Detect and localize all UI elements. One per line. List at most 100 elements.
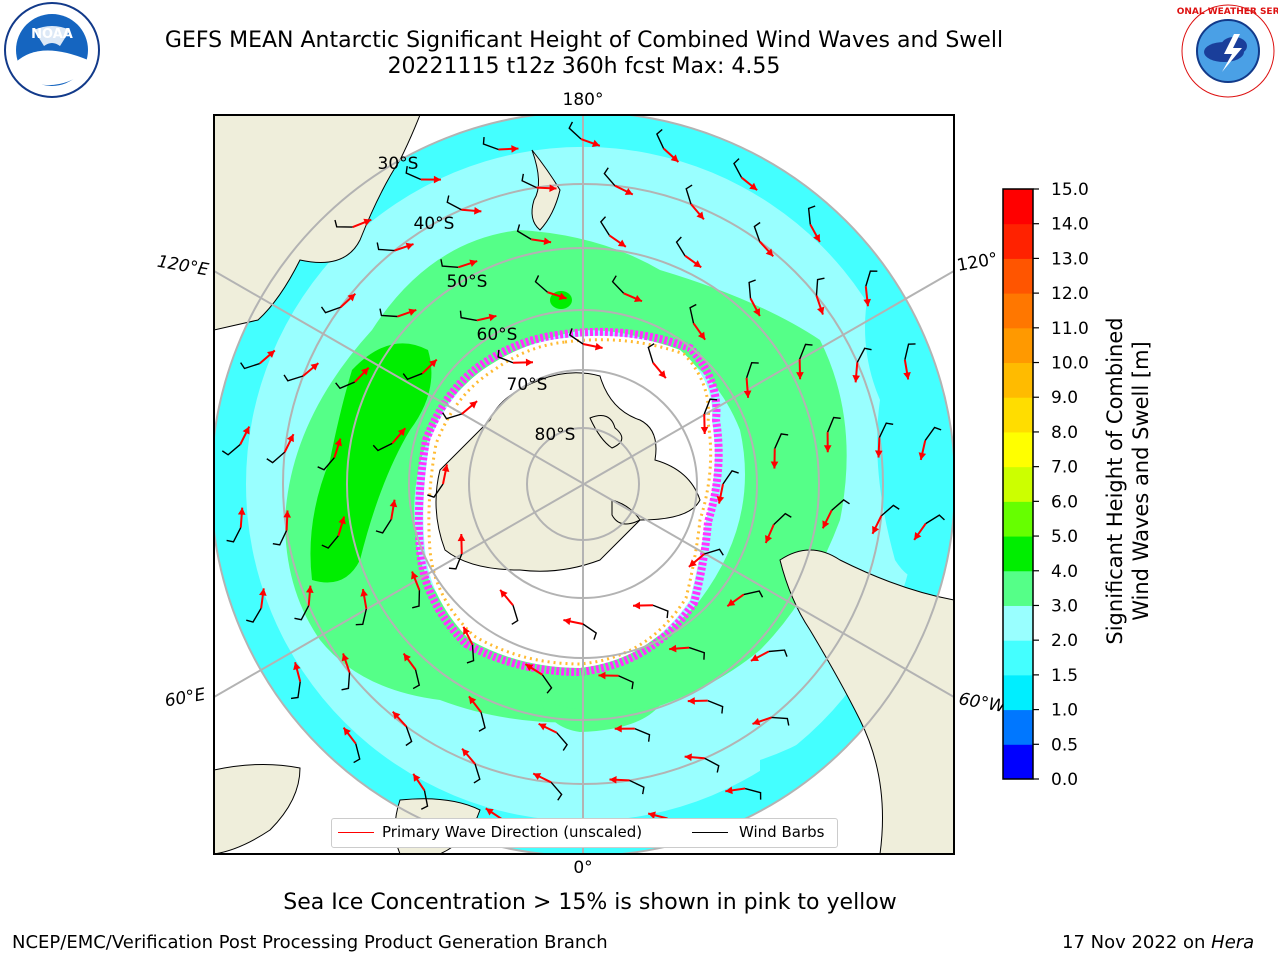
wind-barb	[733, 158, 743, 178]
lon-label-180: 180°	[563, 90, 604, 110]
wind-barb	[294, 605, 310, 621]
wind-barb	[335, 381, 356, 390]
wave-arrow-head	[533, 773, 542, 781]
wind-barb	[534, 275, 549, 293]
colorbar-label: Significant Height of Combined Wind Wave…	[1102, 281, 1154, 681]
wave-arrow-head	[633, 601, 641, 610]
wind-barbs	[221, 121, 945, 845]
wind-barb	[798, 343, 813, 360]
wind-barb	[629, 779, 645, 795]
wave-arrow-head	[433, 175, 441, 184]
colorbar-segment	[1003, 640, 1033, 676]
colorbar: 0.0 0.5 1.0 1.5 2.0 3.0 4.0 5.0 6.0 7.0 8.0 9.0 10.0…	[1002, 180, 1089, 790]
wind-barb	[599, 216, 611, 236]
wind-barb	[807, 205, 816, 225]
lon-label-60e: 60°E	[163, 685, 207, 712]
wave-arrow-head	[488, 313, 497, 322]
wind-barb	[748, 279, 756, 299]
wind-barb	[459, 310, 478, 322]
wind-barb	[656, 128, 665, 149]
wave-arrow-head	[343, 727, 351, 736]
noaa-logo-text: NOAA	[31, 27, 73, 42]
wave-direction-arrows	[237, 138, 927, 831]
colorbar-tick-label: 2.0	[1051, 631, 1078, 651]
wind-barb	[420, 790, 429, 810]
lon-label-120w: 120°	[955, 249, 999, 276]
colorbar-tick-label: 14.0	[1051, 215, 1089, 235]
wave-arrow-head	[469, 259, 478, 267]
colorbar-tick-label: 4.0	[1051, 562, 1078, 582]
wave-arrow-head	[823, 445, 832, 453]
wave-arrow-head	[429, 359, 437, 368]
colorbar-tick-label: 6.0	[1051, 492, 1078, 512]
wind-barb	[582, 623, 598, 640]
colorbar-segment	[1003, 258, 1033, 294]
wind-barb	[405, 166, 422, 181]
wind-barb	[405, 726, 413, 747]
colorbar-tick-label: 5.0	[1051, 527, 1078, 547]
wave-arrow-head	[334, 438, 342, 447]
colorbar-tick-label: 7.0	[1051, 458, 1078, 478]
wave-arrow-head	[670, 154, 679, 162]
wind-barb	[704, 757, 720, 773]
wind-barb	[568, 328, 584, 345]
wave-arrow-head	[237, 507, 246, 515]
wave-arrow-head	[392, 711, 401, 720]
wave-arrow-head	[411, 571, 419, 580]
colorbar-segment	[1003, 709, 1033, 745]
colorbar-segment	[1003, 501, 1033, 537]
wind-barb	[925, 514, 945, 525]
wind-barb	[440, 259, 459, 269]
colorbar-segment	[1003, 431, 1033, 468]
wave-arrow-head	[389, 499, 398, 508]
wave-arrow-head	[403, 653, 411, 662]
colorbar-segment	[1003, 466, 1033, 502]
colorbar-label-line1: Significant Height of Combined	[1103, 317, 1127, 645]
wave-arrow-head	[688, 559, 697, 567]
colorbar-tick-label: 11.0	[1051, 319, 1089, 339]
wind-barb	[689, 303, 697, 324]
lon-label-60w: 60°W	[957, 689, 1008, 717]
wind-barb	[774, 433, 789, 449]
wave-arrow-head	[286, 434, 294, 443]
wind-barb	[707, 699, 724, 714]
meridian-60e-120w	[214, 270, 954, 698]
wave-arrow-head	[697, 331, 706, 340]
wind-barb	[427, 483, 444, 499]
lat-label-30s: 30°S	[378, 154, 419, 174]
wave-arrow-head	[338, 516, 346, 525]
wind-barb	[865, 270, 878, 287]
wave-arrow-head	[413, 773, 421, 782]
colorbar-tick-label: 3.0	[1051, 596, 1078, 616]
wave-arrow-head	[469, 401, 478, 409]
wind-barb	[634, 727, 651, 742]
wave-arrow-head	[267, 350, 275, 358]
colorbar-label-line2: Wind Waves and Swell [m]	[1129, 341, 1153, 621]
wave-arrow-head	[918, 452, 927, 460]
colorbar-segment	[1003, 605, 1033, 641]
wind-barb	[611, 275, 625, 294]
wind-barb	[321, 535, 339, 549]
wave-arrow-head	[598, 671, 606, 680]
wind-barb	[240, 362, 260, 370]
colorbar-tick-label: 0.0	[1051, 770, 1078, 790]
wind-barb	[618, 675, 634, 690]
map-title: GEFS MEAN Antarctic Significant Height o…	[164, 28, 1004, 53]
wave-arrow-head	[743, 390, 752, 398]
wind-barb	[647, 343, 655, 363]
wave-arrow-head	[874, 450, 883, 458]
wind-barb	[482, 136, 499, 151]
wind-barb	[521, 173, 537, 189]
wind-barb	[442, 412, 462, 420]
wind-barb	[722, 469, 739, 485]
wave-arrow-head	[363, 218, 372, 226]
wind-barb	[568, 121, 582, 140]
wave-arrow-head	[397, 428, 406, 437]
lon-label-120e: 120°E	[156, 252, 211, 281]
wave-arrow-head	[468, 696, 477, 705]
wave-arrow-head	[813, 233, 820, 242]
wind-barb	[341, 672, 351, 691]
wave-arrow-head	[500, 589, 508, 598]
graticule-labels: 180° 120°E 120° 60°E 60°W 0° 30°S 40°S 5…	[156, 90, 1008, 878]
wind-barb	[478, 712, 486, 732]
